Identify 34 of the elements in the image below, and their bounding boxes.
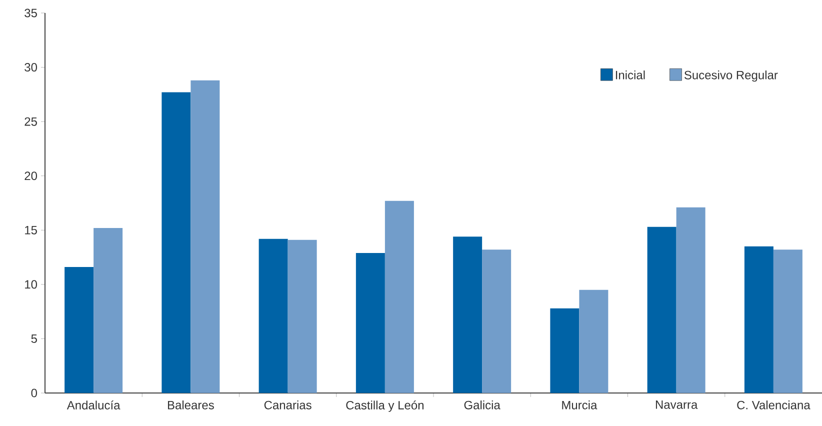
bar	[64, 267, 94, 393]
x-tick-label: Murcia	[562, 400, 598, 410]
x-tick-label: C. Valenciana	[737, 400, 810, 410]
y-tick-label: 35	[24, 8, 37, 18]
y-tick-label: 25	[24, 117, 37, 126]
bar	[550, 308, 580, 393]
x-tick-label: Navarra	[656, 400, 698, 409]
bar	[356, 252, 385, 393]
x-tick-label: Andalucía	[66, 400, 120, 410]
bar	[773, 250, 802, 393]
bar	[190, 80, 220, 393]
y-tick-label: 30	[24, 63, 38, 72]
bar	[647, 226, 676, 393]
y-tick-label: 0	[31, 388, 38, 398]
bar	[288, 240, 317, 393]
y-tick-label: 20	[24, 172, 38, 180]
bar	[744, 246, 774, 393]
y-tick-label: 10	[25, 280, 38, 289]
legend-label: Inicial	[616, 70, 645, 80]
bar	[384, 200, 414, 393]
bar	[482, 250, 512, 393]
bar	[94, 228, 123, 393]
legend-label: Sucesivo Regular	[684, 70, 778, 82]
x-tick-label: Canarias	[264, 400, 312, 410]
bar	[453, 236, 482, 393]
y-tick-label: 5	[31, 334, 37, 343]
bar	[258, 238, 288, 393]
bar	[579, 290, 608, 393]
x-tick-label: Castilla y León	[346, 400, 424, 412]
x-tick-label: Baleares	[168, 400, 214, 410]
y-tick-label: 15	[25, 226, 37, 234]
bar	[162, 92, 191, 393]
bar	[676, 207, 706, 393]
x-tick-label: Galicia	[464, 400, 500, 410]
